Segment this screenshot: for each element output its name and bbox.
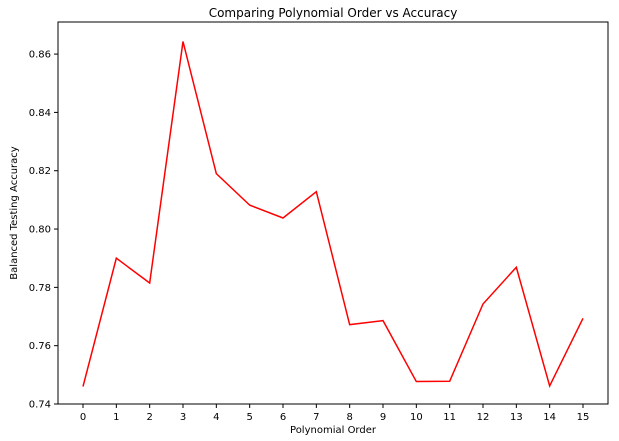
y-tick-label: 0.82: [29, 166, 51, 177]
x-tick-label: 5: [246, 412, 252, 423]
x-tick-label: 9: [380, 412, 386, 423]
x-tick-label: 14: [543, 412, 556, 423]
x-tick-label: 11: [443, 412, 456, 423]
x-tick-label: 1: [113, 412, 119, 423]
chart-title: Comparing Polynomial Order vs Accuracy: [209, 6, 458, 20]
x-tick-label: 3: [180, 412, 186, 423]
y-tick-label: 0.84: [29, 108, 51, 119]
y-tick-label: 0.74: [29, 400, 51, 411]
x-tick-label: 8: [346, 412, 352, 423]
y-tick-label: 0.78: [29, 283, 51, 294]
x-tick-label: 6: [280, 412, 286, 423]
x-tick-label: 7: [313, 412, 319, 423]
x-tick-label: 10: [410, 412, 423, 423]
series-line: [82, 41, 584, 389]
y-axis: 0.74 0.76 0.78 0.80 0.82 0.84 0.86: [29, 50, 58, 411]
x-tick-label: 12: [477, 412, 490, 423]
x-tick-label: 4: [213, 412, 219, 423]
y-axis-label: Balanced Testing Accuracy: [9, 146, 20, 279]
plot-frame: [57, 21, 609, 405]
y-tick-label: 0.76: [29, 341, 51, 352]
x-tick-label: 0: [80, 412, 86, 423]
x-tick-label: 15: [577, 412, 590, 423]
x-tick-label: 13: [510, 412, 523, 423]
x-axis: 0 1 2 3 4 5 6 7 8 9 10 11 12 13 14 15: [80, 404, 590, 423]
x-axis-label: Polynomial Order: [290, 425, 377, 436]
y-tick-label: 0.80: [29, 225, 51, 236]
x-tick-label: 2: [146, 412, 152, 423]
y-tick-label: 0.86: [29, 50, 51, 61]
